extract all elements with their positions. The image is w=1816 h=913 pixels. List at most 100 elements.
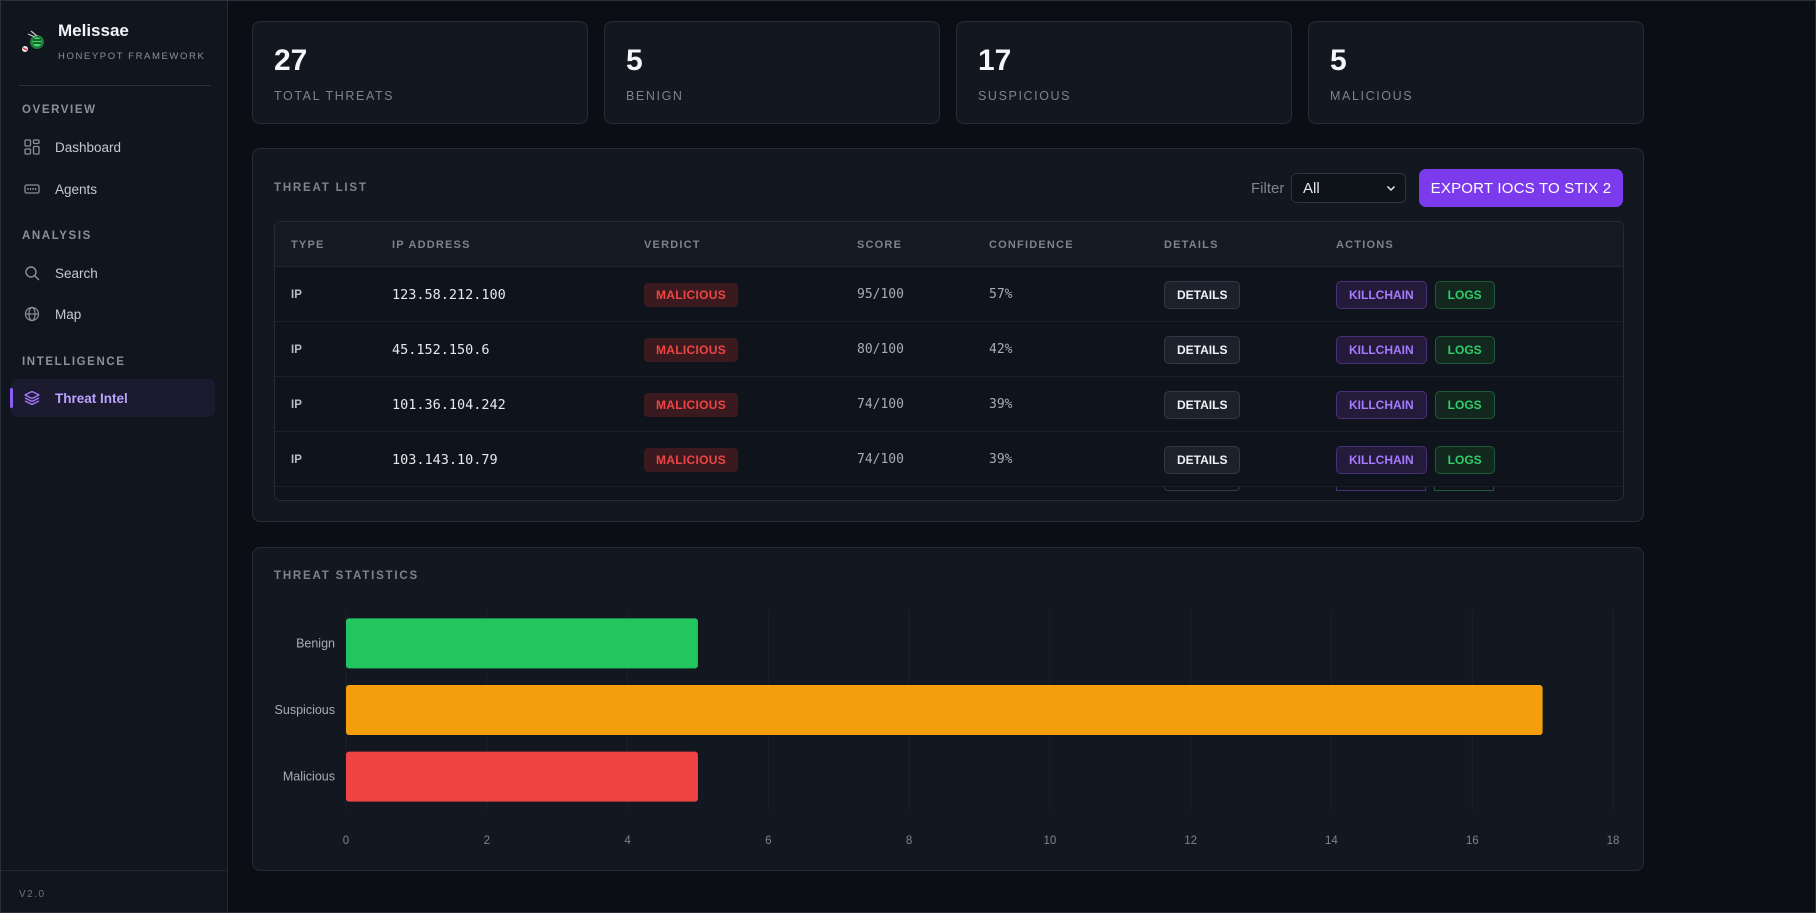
details-cell: DETAILS bbox=[1164, 267, 1241, 322]
chart-bar-benign bbox=[346, 618, 698, 669]
y-tick-label: Suspicious bbox=[275, 703, 335, 717]
nav-section-overview: OVERVIEW bbox=[22, 104, 97, 116]
sidebar-item-label: Agents bbox=[55, 181, 98, 197]
killchain-button[interactable]: KILLCHAIN bbox=[1336, 280, 1427, 309]
stat-label: MALICIOUS bbox=[1330, 89, 1414, 103]
verdict-badge: MALICIOUS bbox=[644, 337, 739, 362]
filter-select[interactable]: All bbox=[1291, 173, 1406, 203]
killchain-button-clipped bbox=[1336, 487, 1426, 491]
verdict-cell: MALICIOUS bbox=[644, 322, 739, 377]
actions-cell: KILLCHAIN LOGS bbox=[1336, 432, 1495, 487]
x-tick-label: 12 bbox=[1184, 835, 1197, 847]
stat-card-suspicious: 17 SUSPICIOUS bbox=[956, 21, 1292, 124]
panel-title: THREAT LIST bbox=[274, 182, 368, 194]
nav-section-intelligence: INTELLIGENCE bbox=[22, 356, 126, 368]
x-tick-label: 14 bbox=[1325, 835, 1338, 847]
sidebar-item-agents[interactable]: Agents bbox=[11, 170, 215, 208]
score-cell: 74/100 bbox=[857, 452, 904, 467]
stat-value: 17 bbox=[978, 44, 1012, 77]
details-button[interactable]: DETAILS bbox=[1164, 335, 1241, 364]
column-header[interactable]: IP ADDRESS bbox=[392, 239, 471, 251]
logs-button[interactable]: LOGS bbox=[1434, 280, 1495, 309]
confidence-cell: 42% bbox=[989, 342, 1013, 357]
verdict-badge: MALICIOUS bbox=[644, 447, 739, 472]
column-header[interactable]: DETAILS bbox=[1164, 239, 1219, 251]
score-cell: 80/100 bbox=[857, 342, 904, 357]
sidebar: Melissae HONEYPOT FRAMEWORK OVERVIEW Das… bbox=[1, 1, 228, 912]
sidebar-item-label: Search bbox=[55, 265, 98, 281]
actions-cell: KILLCHAIN LOGS bbox=[1336, 377, 1495, 432]
actions-cell: KILLCHAIN LOGS bbox=[1336, 322, 1495, 377]
bee-logo-icon bbox=[22, 30, 44, 52]
column-header[interactable]: ACTIONS bbox=[1336, 239, 1394, 251]
column-header[interactable]: SCORE bbox=[857, 239, 903, 251]
details-button[interactable]: DETAILS bbox=[1164, 445, 1241, 474]
x-tick-label: 2 bbox=[484, 835, 490, 847]
brand[interactable]: Melissae HONEYPOT FRAMEWORK bbox=[19, 21, 209, 65]
column-header[interactable]: TYPE bbox=[291, 239, 325, 251]
layers-icon bbox=[23, 389, 41, 407]
killchain-button[interactable]: KILLCHAIN bbox=[1336, 390, 1427, 419]
stat-value: 5 bbox=[626, 44, 643, 77]
table-row: IP 45.152.150.6 MALICIOUS 80/100 42% DET… bbox=[275, 322, 1623, 377]
confidence-cell: 39% bbox=[989, 397, 1013, 412]
killchain-button[interactable]: KILLCHAIN bbox=[1336, 335, 1427, 364]
killchain-button[interactable]: KILLCHAIN bbox=[1336, 445, 1427, 474]
x-tick-label: 18 bbox=[1607, 835, 1620, 847]
sidebar-item-threat-intel[interactable]: Threat Intel bbox=[10, 379, 215, 417]
x-tick-label: 4 bbox=[624, 835, 631, 847]
export-stix-button[interactable]: EXPORT IOCS TO STIX 2 bbox=[1419, 169, 1623, 207]
actions-cell: KILLCHAIN LOGS bbox=[1336, 267, 1495, 322]
stat-value: 5 bbox=[1330, 44, 1347, 77]
sidebar-item-map[interactable]: Map bbox=[11, 295, 215, 333]
y-tick-label: Malicious bbox=[283, 770, 335, 784]
stat-label: TOTAL THREATS bbox=[274, 89, 395, 103]
verdict-cell: MALICIOUS bbox=[644, 432, 739, 487]
agents-icon bbox=[23, 180, 41, 198]
sidebar-item-dashboard[interactable]: Dashboard bbox=[11, 128, 215, 166]
stat-card-total: 27 TOTAL THREATS bbox=[252, 21, 588, 124]
sidebar-item-search[interactable]: Search bbox=[11, 254, 215, 292]
stat-label: BENIGN bbox=[626, 89, 684, 103]
details-button[interactable]: DETAILS bbox=[1164, 280, 1241, 309]
column-header[interactable]: VERDICT bbox=[644, 239, 701, 251]
chart-bar-malicious bbox=[346, 751, 698, 802]
confidence-cell: 57% bbox=[989, 287, 1013, 302]
column-header[interactable]: CONFIDENCE bbox=[989, 239, 1074, 251]
sidebar-item-label: Dashboard bbox=[55, 139, 122, 155]
type-cell: IP bbox=[291, 343, 302, 356]
app-name: Melissae bbox=[58, 21, 129, 40]
table-row: IP 123.58.212.100 MALICIOUS 95/100 57% D… bbox=[275, 267, 1623, 322]
threat-table: TYPE IP ADDRESS VERDICT SCORE CONFIDENCE… bbox=[274, 221, 1624, 501]
filter-label: Filter bbox=[1251, 180, 1285, 197]
x-tick-label: 6 bbox=[765, 835, 771, 847]
threat-statistics-chart: 0 2 4 6 8 10 12 14 16 18 Benign Suspicious Malicious bbox=[275, 610, 1620, 847]
nav-section-analysis: ANALYSIS bbox=[22, 230, 92, 242]
details-cell: DETAILS bbox=[1164, 432, 1241, 487]
globe-icon bbox=[23, 305, 41, 323]
logs-button[interactable]: LOGS bbox=[1434, 390, 1495, 419]
logs-button[interactable]: LOGS bbox=[1434, 445, 1495, 474]
ip-cell: 123.58.212.100 bbox=[392, 286, 506, 303]
x-tick-label: 8 bbox=[906, 835, 912, 847]
logs-button-clipped bbox=[1434, 487, 1494, 491]
table-row: IP 101.36.104.242 MALICIOUS 74/100 39% D… bbox=[275, 377, 1623, 432]
verdict-badge: MALICIOUS bbox=[644, 282, 739, 307]
table-row-clipped bbox=[275, 487, 1623, 500]
stat-value: 27 bbox=[274, 44, 308, 77]
verdict-cell: MALICIOUS bbox=[644, 267, 739, 322]
y-tick-label: Benign bbox=[296, 636, 335, 650]
type-cell: IP bbox=[291, 398, 302, 411]
verdict-cell: MALICIOUS bbox=[644, 377, 739, 432]
chevron-down-icon bbox=[1386, 185, 1396, 192]
app-subtitle: HONEYPOT FRAMEWORK bbox=[58, 51, 206, 62]
stat-card-malicious: 5 MALICIOUS bbox=[1308, 21, 1644, 124]
type-cell: IP bbox=[291, 288, 302, 301]
x-tick-label: 10 bbox=[1043, 835, 1056, 847]
logs-button[interactable]: LOGS bbox=[1434, 335, 1495, 364]
details-cell: DETAILS bbox=[1164, 377, 1241, 432]
panel-title: THREAT STATISTICS bbox=[274, 570, 419, 582]
threat-statistics-panel: THREAT STATISTICS 0 2 4 6 8 10 12 14 16 18 Benign S… bbox=[252, 547, 1644, 871]
ip-cell: 45.152.150.6 bbox=[392, 341, 490, 358]
details-button[interactable]: DETAILS bbox=[1164, 390, 1241, 419]
